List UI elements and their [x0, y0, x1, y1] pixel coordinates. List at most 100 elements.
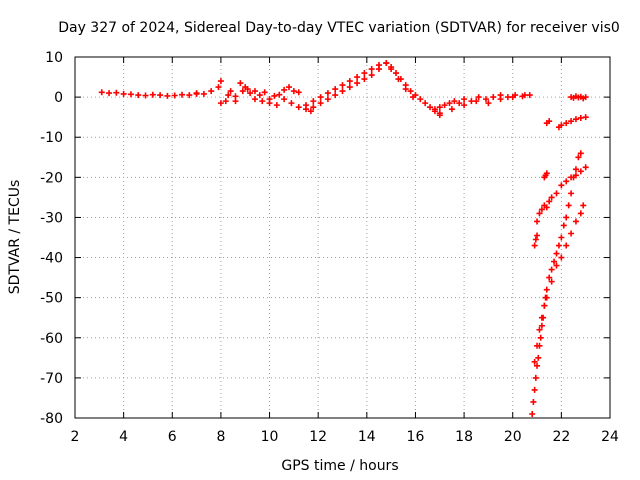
data-point — [534, 362, 541, 369]
series-track-p — [555, 114, 589, 131]
x-axis-label: GPS time / hours — [281, 458, 398, 474]
data-point — [375, 66, 382, 73]
data-point — [310, 104, 317, 111]
data-point — [339, 82, 346, 89]
data-point — [142, 92, 149, 99]
data-point — [388, 66, 395, 73]
axes-layer: 2 4 6 8 10 12 14 16 18 20 22 24100-10-20-30-40-50-6… — [40, 50, 619, 445]
data-point — [572, 218, 579, 225]
data-point — [281, 86, 288, 93]
data-point — [383, 60, 390, 67]
data-point — [490, 94, 497, 101]
data-point — [295, 89, 302, 96]
data-point — [361, 76, 368, 83]
data-point — [307, 108, 314, 115]
data-point — [580, 202, 587, 209]
data-point — [232, 98, 239, 105]
data-point — [548, 266, 555, 273]
data-point — [546, 198, 553, 205]
data-point — [536, 210, 543, 217]
data-point — [553, 262, 560, 269]
x-tick-label: 18 — [455, 429, 473, 445]
data-point — [227, 88, 234, 95]
series-track-c — [217, 86, 314, 115]
data-point — [410, 94, 417, 101]
data-point — [563, 178, 570, 185]
series-track-o — [541, 170, 550, 181]
data-point — [157, 92, 164, 99]
data-point — [395, 76, 402, 83]
data-point — [217, 78, 224, 85]
data-point — [179, 91, 185, 98]
series-track-l — [543, 202, 587, 301]
data-point — [572, 166, 579, 173]
data-point — [537, 334, 544, 341]
data-point — [286, 84, 292, 91]
data-point — [538, 314, 545, 321]
data-point — [538, 322, 545, 329]
series-track-n — [534, 164, 589, 225]
data-point — [98, 89, 105, 96]
data-point — [448, 106, 455, 113]
x-tick-label: 12 — [309, 429, 327, 445]
data-point — [324, 90, 331, 97]
x-tick-label: 4 — [119, 429, 128, 445]
data-point — [461, 96, 468, 103]
series-track-e — [310, 66, 382, 111]
data-point — [546, 118, 553, 125]
data-point — [475, 94, 482, 101]
data-point — [106, 90, 113, 97]
data-point — [577, 150, 584, 157]
data-point — [200, 90, 207, 97]
data-point — [135, 92, 142, 99]
data-point — [563, 242, 570, 249]
data-point — [317, 100, 324, 107]
data-point — [531, 242, 538, 249]
data-point — [541, 302, 548, 309]
data-point — [208, 88, 215, 95]
data-point — [422, 100, 429, 107]
data-point — [149, 91, 156, 98]
data-point — [473, 98, 480, 105]
data-point — [568, 190, 575, 197]
grid-layer — [75, 57, 610, 418]
data-point — [560, 222, 567, 229]
data-point — [222, 98, 229, 105]
data-point — [171, 92, 178, 99]
data-point — [113, 89, 120, 96]
data-point — [303, 102, 310, 109]
data-point — [548, 278, 555, 285]
data-point — [310, 98, 317, 105]
data-point — [543, 204, 550, 211]
y-axis-label: SDTVAR / TECUs — [7, 180, 23, 295]
data-point — [543, 170, 550, 177]
data-point — [332, 92, 339, 99]
data-point — [354, 80, 361, 87]
data-point — [531, 358, 538, 365]
data-point — [565, 202, 572, 209]
data-point — [563, 214, 570, 221]
chart-title: Day 327 of 2024, Sidereal Day-to-day VTE… — [58, 20, 620, 36]
data-point — [563, 120, 570, 127]
x-tick-label: 20 — [504, 429, 522, 445]
data-point — [568, 230, 575, 237]
y-tick-label: -80 — [40, 411, 63, 427]
y-tick-label: -70 — [40, 371, 63, 387]
x-tick-label: 14 — [358, 429, 376, 445]
data-point — [436, 110, 443, 117]
data-point — [259, 98, 266, 105]
data-point — [577, 210, 584, 217]
series-track-r — [568, 93, 589, 102]
data-point — [509, 94, 516, 101]
data-point — [251, 88, 258, 95]
data-point — [568, 118, 575, 125]
data-point — [558, 234, 565, 241]
data-point — [256, 92, 263, 99]
data-point — [431, 106, 438, 113]
y-tick-label: -30 — [40, 210, 63, 226]
series-track-q — [543, 118, 553, 127]
data-point — [324, 96, 331, 103]
x-tick-label: 8 — [216, 429, 225, 445]
data-point — [577, 114, 584, 121]
